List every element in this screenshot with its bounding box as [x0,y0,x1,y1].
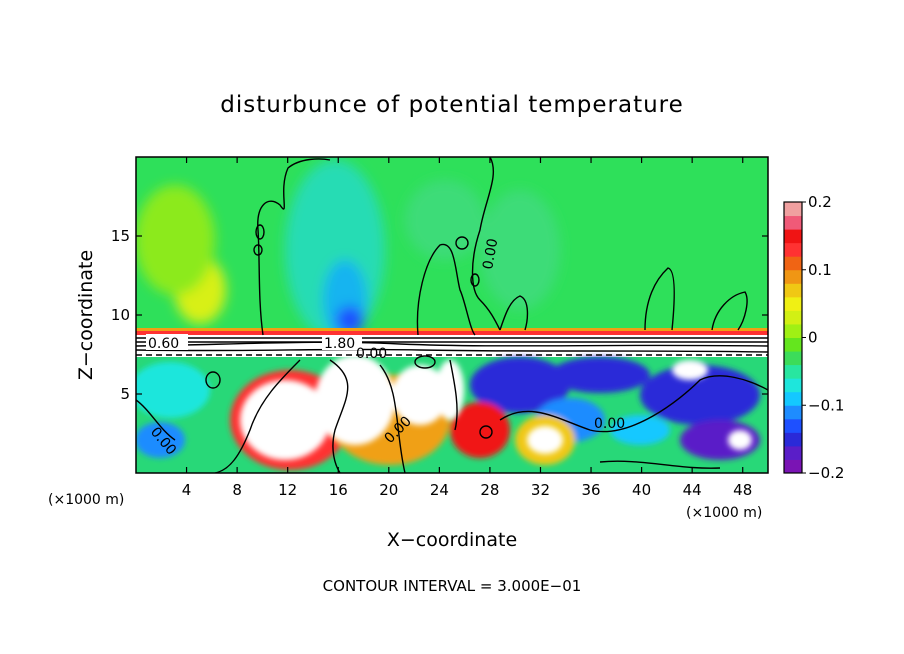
contour-line [214,359,301,473]
contour-label: 0.00 [594,416,625,432]
contour-line [644,267,675,331]
colorbar-ticks: 0.2 0.1 0 −0.1 −0.2 [802,193,844,482]
contour-line [255,224,265,240]
x-tick-label: 36 [581,481,600,499]
colorbar-swatch [784,229,802,244]
cold-patch [610,415,670,445]
colorbar-swatch [784,215,802,230]
colorbar-swatch [784,202,802,217]
interface-band [136,331,768,335]
colorbar-tick-label: 0.2 [808,193,832,211]
contour-line [329,359,349,473]
neutral-patch [315,355,395,445]
colorbar-swatch [784,418,802,433]
colorbar-tick-label: −0.1 [808,396,844,414]
contour-interval-note: CONTOUR INTERVAL = 3.000E−01 [323,577,582,595]
neutral-patch [527,426,563,454]
colorbar-swatch [784,351,802,366]
x-unit-label-right: (×1000 m) [686,505,762,521]
colorbar-swatch [784,445,802,460]
colorbar-swatch [784,364,802,379]
colorbar-swatch [784,296,802,311]
heatmap-field: 0.60 1.80 0.00 0.00 0.00 0.00 0.00 [136,157,768,473]
contour-label: 0.00 [356,346,387,362]
contour-line [499,295,529,331]
x-axis: 4 8 12 16 20 24 28 32 36 40 44 48 [182,157,752,499]
contour-line [449,359,458,431]
colorbar-tick-label: −0.2 [808,464,844,482]
x-tick-label: 8 [232,481,242,499]
x-tick-label: 12 [278,481,297,499]
colorbar-swatch [784,459,802,474]
colorbar-swatch [784,391,802,406]
colorbar-swatch [784,256,802,271]
x-tick-label: 16 [329,481,348,499]
y-tick-label: 15 [111,227,130,245]
contour-label: 1.80 [324,336,355,352]
colorbar-swatch [784,269,802,284]
x-tick-label: 44 [683,481,702,499]
contour-line [257,158,331,336]
cold-patch [136,422,185,458]
x-tick-label: 40 [632,481,651,499]
neutral-patch [392,365,448,425]
contour-label: 0.60 [148,336,179,352]
neutral-patch [436,360,464,420]
neutral-patch [672,360,708,380]
cool-plume [336,306,364,334]
contour-lines [136,157,768,473]
x-tick-label: 32 [531,481,550,499]
colorbar-tick-label: 0.1 [808,261,832,279]
colorbar-swatch [784,337,802,352]
contour-line [136,341,768,347]
contour-line [136,399,176,441]
x-tick-label: 28 [480,481,499,499]
cold-patch [136,362,210,418]
cool-plume [480,190,560,310]
cool-plume [405,180,485,260]
colorbar-swatch [784,310,802,325]
x-axis-label: X−coordinate [387,529,517,551]
neutral-patch [728,430,752,450]
interface-band [136,328,768,331]
contour-line [471,157,501,331]
contour-line [455,236,469,250]
x-tick-label: 4 [182,481,192,499]
x-tick-label: 24 [430,481,449,499]
contour-line [414,355,436,369]
contour-line [253,244,263,256]
neutral-patch [240,380,330,460]
cold-patch [550,357,650,393]
y-tick-label: 10 [111,306,130,324]
contour-label: 0.00 [480,237,501,270]
y-tick-label: 5 [120,385,130,403]
y-axis-label: Z−coordinate [75,250,97,380]
colorbar-swatch [784,405,802,420]
colorbar-swatch [784,378,802,393]
x-unit-label: (×1000 m) [48,492,124,508]
warm-blob [136,185,215,295]
x-tick-label: 48 [733,481,752,499]
colorbar-tick-label: 0 [808,329,818,347]
contour-line [470,273,480,287]
colorbar-swatch [784,432,802,447]
colorbar-swatch [784,283,802,298]
colorbar-swatch [784,242,802,257]
x-tick-label: 20 [379,481,398,499]
contour-line [416,243,476,336]
contour-line [499,375,768,433]
contour-line [205,371,221,389]
cold-patch [640,365,760,425]
contour-line [136,348,768,353]
colorbar [783,201,803,474]
colorbar-swatch [784,323,802,338]
contour-line [711,291,748,331]
y-axis: 5 10 15 [111,227,768,403]
contour-line [479,425,493,439]
chart-title: disturbunce of potential temperature [220,92,684,118]
contour-line [599,460,721,469]
cold-patch [470,357,570,413]
contour-line [379,364,406,473]
